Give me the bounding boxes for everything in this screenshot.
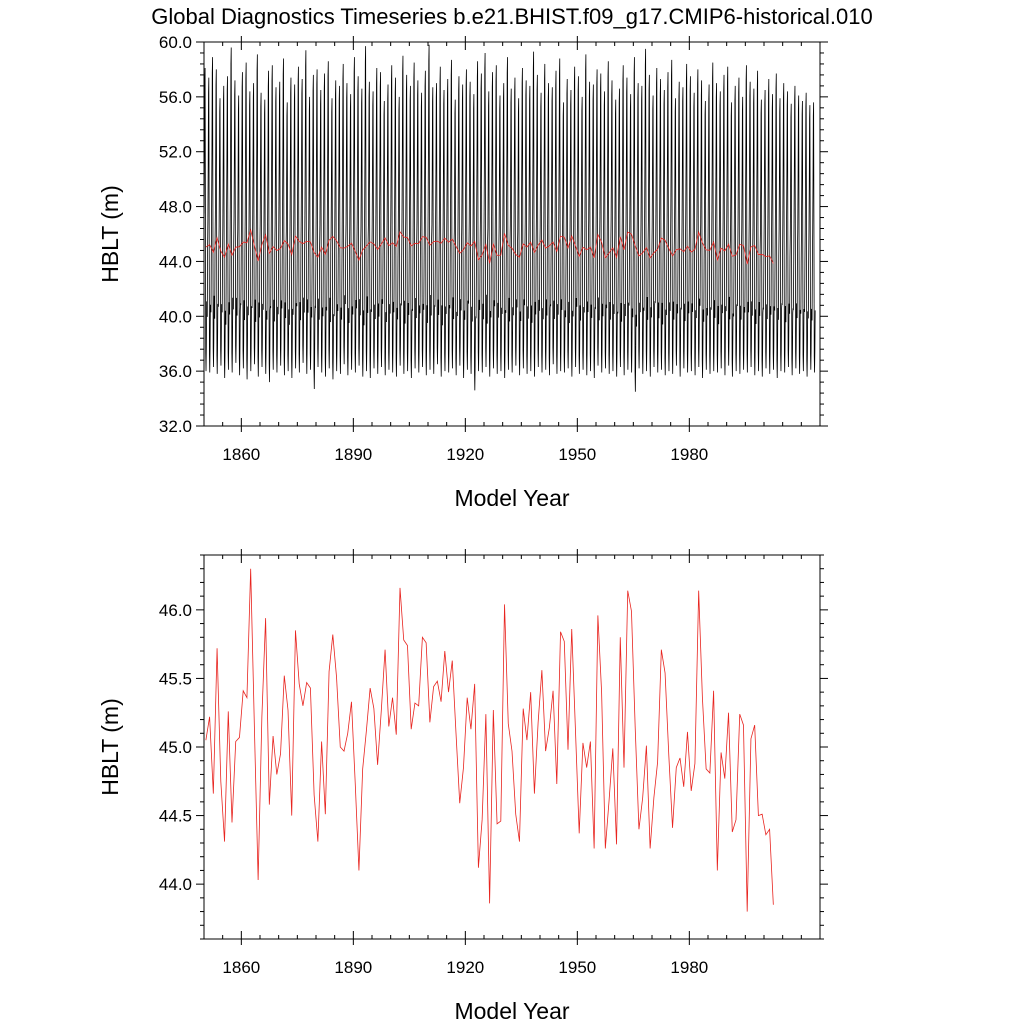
x-tick-label: 1890 [334, 958, 372, 977]
x-tick-label: 1950 [558, 958, 596, 977]
x-tick-label: 1950 [558, 445, 596, 464]
x-tick-label: 1920 [446, 958, 484, 977]
y-tick-label: 52.0 [159, 143, 192, 162]
x-axis-label: Model Year [454, 485, 569, 511]
plot-frame [203, 554, 821, 940]
annual-series-line [205, 228, 774, 265]
y-tick-label: 45.0 [159, 738, 192, 757]
y-tick-label: 44.5 [159, 807, 192, 826]
x-tick-label: 1860 [222, 445, 260, 464]
y-tick-label: 48.0 [159, 198, 192, 217]
y-tick-label: 32.0 [159, 417, 192, 436]
y-tick-label: 45.5 [159, 669, 192, 688]
y-tick-label: 56.0 [159, 88, 192, 107]
x-tick-label: 1920 [446, 445, 484, 464]
monthly-series-line [204, 44, 816, 392]
y-tick-label: 36.0 [159, 362, 192, 381]
figure-title: Global Diagnostics Timeseries b.e21.BHIS… [151, 4, 872, 29]
y-tick-label: 44.0 [159, 875, 192, 894]
y-tick-label: 60.0 [159, 33, 192, 52]
x-tick-label: 1860 [222, 958, 260, 977]
y-tick-label: 46.0 [159, 601, 192, 620]
x-tick-label: 1890 [334, 445, 372, 464]
plot-frame [203, 41, 821, 427]
y-tick-label: 44.0 [159, 252, 192, 271]
annual-series-line [205, 568, 774, 912]
x-tick-label: 1980 [670, 958, 708, 977]
top-panel: 1860 1890 1920 1950 1980 32.0 36.0 40.0 44.0 48.0… [97, 33, 828, 511]
x-axis-label: Model Year [454, 998, 569, 1024]
bottom-panel: 1860 1890 1920 1950 1980 44.0 44.5 45.0 45.5 46.0… [97, 549, 828, 1024]
x-tick-label: 1980 [670, 445, 708, 464]
y-tick-label: 40.0 [159, 307, 192, 326]
y-axis-label: HBLT (m) [97, 185, 123, 283]
y-axis-label: HBLT (m) [97, 698, 123, 796]
